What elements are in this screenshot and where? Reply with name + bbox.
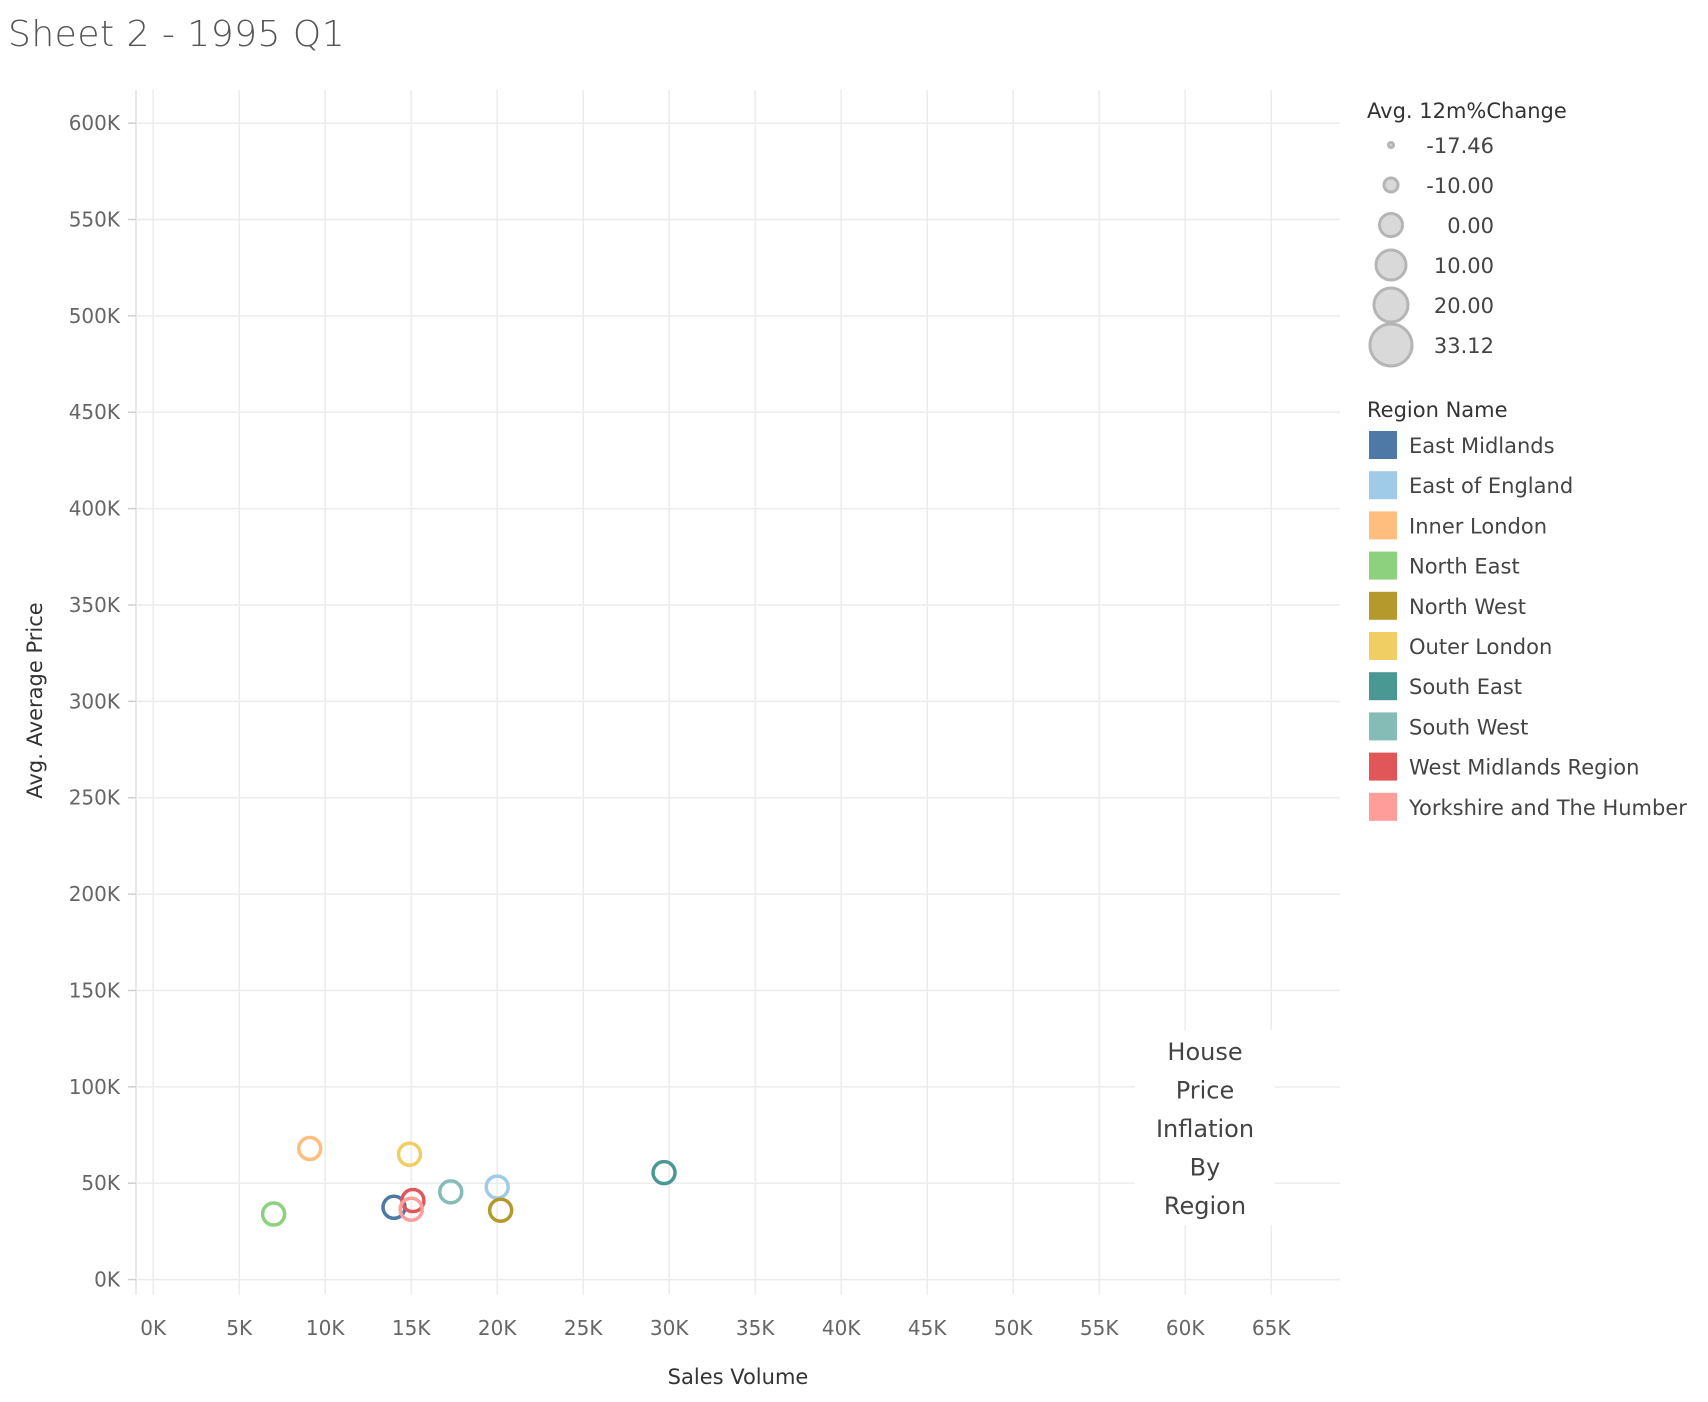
size-legend-label: -10.00 — [1426, 174, 1494, 198]
x-tick-label: 55K — [1080, 1316, 1119, 1340]
color-legend-label: Inner London — [1409, 514, 1547, 538]
color-legend-swatch — [1369, 632, 1397, 660]
x-tick-label: 30K — [650, 1316, 689, 1340]
y-axis-ticks: 0K 50K 100K 150K 200K 250K 300K 350K 400K 450K 500… — [69, 111, 121, 1291]
y-tick-label: 200K — [69, 882, 121, 906]
x-tick-label: 65K — [1252, 1316, 1291, 1340]
annotation-line: Region — [1164, 1192, 1246, 1220]
size-legend-label: 20.00 — [1434, 294, 1494, 318]
size-legend-title: Avg. 12m%Change — [1367, 99, 1567, 123]
annotation-line: Price — [1176, 1077, 1235, 1105]
y-tick-label: 500K — [69, 304, 121, 328]
y-axis-title: Avg. Average Price — [23, 602, 47, 798]
y-tick-label: 350K — [69, 593, 121, 617]
x-tick-label: 15K — [392, 1316, 431, 1340]
color-legend-label: North West — [1409, 595, 1526, 619]
size-legend-label: 10.00 — [1434, 254, 1494, 278]
y-tick-label: 400K — [69, 497, 121, 521]
color-legend: Region Name East Midlands East of England I… — [1367, 398, 1687, 821]
y-tick-label: 250K — [69, 786, 121, 810]
size-legend-marker — [1382, 176, 1400, 194]
color-legend-swatch — [1369, 551, 1397, 580]
color-legend-label: Outer London — [1409, 635, 1552, 659]
color-legend-swatch — [1369, 672, 1397, 701]
page-title: Sheet 2 - 1995 Q1 — [8, 14, 346, 55]
color-legend-swatch — [1369, 792, 1397, 821]
x-tick-label: 25K — [564, 1316, 603, 1340]
x-tick-label: 5K — [226, 1316, 253, 1340]
color-legend-label: East Midlands — [1409, 434, 1555, 458]
color-legend-label: East of England — [1409, 474, 1573, 498]
size-legend-label: 33.12 — [1434, 334, 1494, 358]
size-legend-marker — [1368, 322, 1414, 368]
data-point — [398, 1196, 424, 1222]
y-tick-label: 150K — [69, 978, 121, 1002]
y-tick-label: 100K — [69, 1075, 121, 1099]
annotation-line: By — [1190, 1154, 1221, 1182]
x-tick-label: 0K — [140, 1316, 167, 1340]
color-legend-swatch — [1369, 591, 1397, 620]
y-tick-label: 600K — [69, 111, 121, 135]
data-point — [438, 1179, 464, 1205]
color-legend-swatch — [1369, 471, 1397, 500]
y-tick-label: 550K — [69, 208, 121, 232]
data-point — [296, 1135, 323, 1162]
x-axis-title: Sales Volume — [668, 1365, 809, 1389]
color-legend-swatch — [1369, 511, 1397, 540]
color-legend-label: South West — [1409, 715, 1528, 739]
data-point — [396, 1141, 423, 1168]
color-legend-swatch — [1369, 712, 1397, 741]
size-legend: Avg. 12m%Change -17.46 -10.00 0.00 10.00 20.0… — [1367, 99, 1567, 368]
color-legend-label: West Midlands Region — [1409, 756, 1639, 780]
x-tick-label: 60K — [1166, 1316, 1205, 1340]
x-tick-label: 40K — [822, 1316, 861, 1340]
size-legend-marker — [1374, 248, 1408, 282]
color-legend-swatch — [1369, 752, 1397, 781]
size-legend-marker — [1387, 141, 1395, 149]
x-tick-label: 10K — [306, 1316, 345, 1340]
color-legend-label: South East — [1409, 675, 1522, 699]
data-point — [651, 1159, 677, 1186]
color-legend-swatch — [1369, 431, 1397, 459]
annotation-box: House Price Inflation By Region — [1135, 1030, 1275, 1225]
size-legend-label: -17.46 — [1426, 134, 1494, 158]
x-tick-label: 20K — [478, 1316, 517, 1340]
size-legend-marker — [1378, 212, 1404, 238]
x-tick-label: 50K — [994, 1316, 1033, 1340]
color-legend-title: Region Name — [1367, 398, 1508, 422]
y-tick-label: 50K — [81, 1171, 120, 1195]
x-tick-label: 35K — [736, 1316, 775, 1340]
annotation-line: Inflation — [1156, 1115, 1254, 1143]
x-tick-label: 45K — [908, 1316, 947, 1340]
color-legend-label: North East — [1409, 555, 1520, 579]
data-points — [260, 1135, 677, 1227]
x-axis-ticks: 0K 5K 10K 15K 20K 25K 30K 35K 40K 45K 50K 55K 60K 65K — [140, 1316, 1291, 1340]
color-legend-label: Yorkshire and The Humber — [1408, 796, 1687, 820]
y-tick-label: 0K — [94, 1268, 121, 1292]
data-point — [260, 1201, 287, 1227]
size-legend-label: 0.00 — [1447, 214, 1494, 238]
size-legend-marker — [1372, 286, 1410, 324]
data-point — [487, 1197, 514, 1223]
y-tick-label: 450K — [69, 400, 121, 424]
annotation-line: House — [1167, 1038, 1242, 1066]
y-tick-label: 300K — [69, 689, 121, 713]
annotation-background — [1135, 1030, 1275, 1225]
